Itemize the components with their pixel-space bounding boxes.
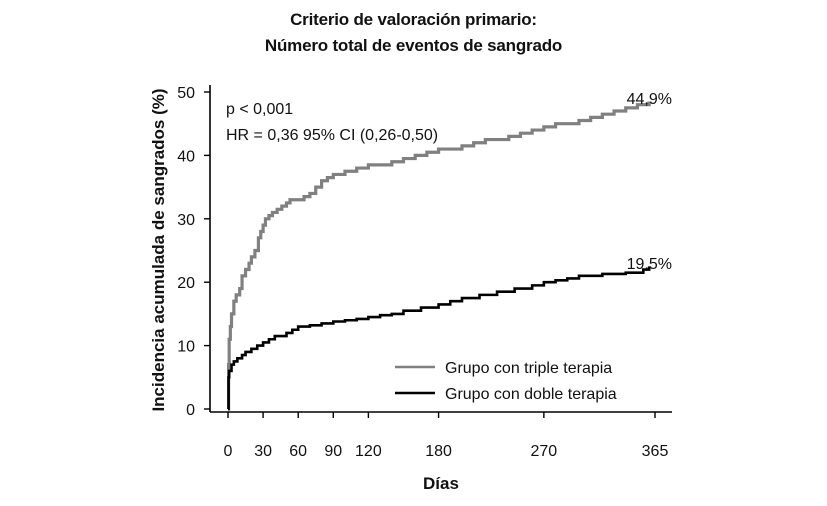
y-tick-label: 40 xyxy=(177,148,195,165)
chart-title-line-1: Criterio de valoración primario: xyxy=(290,10,537,29)
y-tick-label: 10 xyxy=(177,339,195,356)
x-tick-label: 30 xyxy=(254,443,272,460)
y-axis-title: Incidencia acumulada de sangrados (%) xyxy=(149,88,168,411)
hazard-ratio-annotation: HR = 0,36 95% CI (0,26-0,50) xyxy=(226,127,438,144)
x-tick-label: 120 xyxy=(355,443,382,460)
y-tick-label: 50 xyxy=(177,85,195,102)
x-tick-label: 0 xyxy=(224,443,233,460)
series-line-triple-therapy xyxy=(226,101,651,411)
y-ticks: 0 10 20 30 40 50 xyxy=(177,85,210,419)
x-tick-label: 60 xyxy=(289,443,307,460)
legend-label-triple: Grupo con triple terapia xyxy=(445,360,612,377)
triple-end-label: 44,9% xyxy=(627,91,672,108)
legend-label-double: Grupo con doble terapia xyxy=(445,386,617,403)
legend: Grupo con triple terapia Grupo con doble… xyxy=(395,360,617,403)
double-end-label: 19,5% xyxy=(627,256,672,273)
x-tick-label: 270 xyxy=(531,443,558,460)
y-tick-label: 0 xyxy=(186,402,195,419)
y-tick-label: 20 xyxy=(177,275,195,292)
chart-title-line-2: Número total de eventos de sangrado xyxy=(264,36,563,55)
axes xyxy=(209,85,672,413)
series-layer xyxy=(226,101,651,411)
y-tick-label: 30 xyxy=(177,212,195,229)
x-tick-label: 180 xyxy=(425,443,452,460)
series-line-double-therapy xyxy=(227,266,651,411)
x-ticks: 0 30 60 90 120 180 270 365 xyxy=(224,412,669,460)
x-tick-label: 90 xyxy=(324,443,342,460)
x-axis-title: Días xyxy=(423,474,459,493)
p-value-annotation: p < 0,001 xyxy=(226,101,293,118)
x-tick-label: 365 xyxy=(642,443,669,460)
